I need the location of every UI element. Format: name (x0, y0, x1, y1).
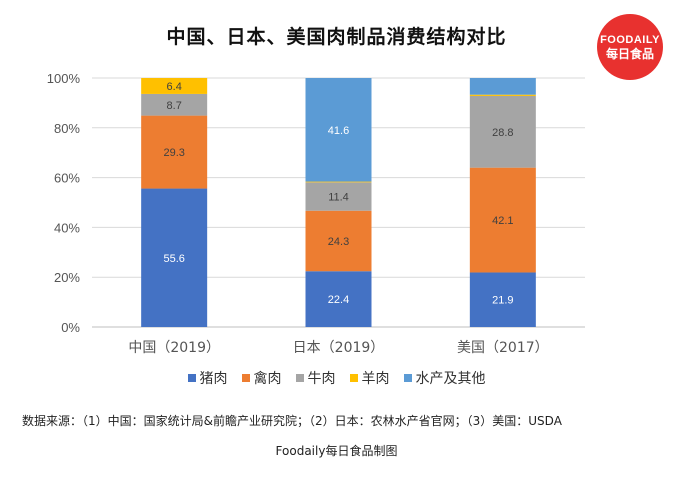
chart-legend: 猪肉 禽肉 牛肉 羊肉 水产及其他 (0, 368, 673, 388)
bar-segment (141, 115, 208, 189)
logo-text-en: FOODAILY (600, 33, 660, 46)
stacked-bar-chart: 0% 20% 40% 60% 80% 100% 55.6 29.3 8.7 6.4 中国（2019）… (47, 71, 585, 356)
y-tick-label: 80% (54, 121, 80, 136)
bar-segment (141, 93, 208, 116)
bar-segment (469, 95, 536, 168)
legend-swatch (187, 374, 196, 382)
x-tick-label: 中国（2019） (128, 340, 220, 356)
bar-segment (305, 78, 372, 182)
bar-segment (305, 271, 372, 327)
legend-item: 牛肉 (295, 368, 336, 388)
bar-segment (469, 78, 536, 95)
legend-swatch (403, 374, 412, 382)
y-tick-label: 20% (54, 270, 80, 285)
x-tick-label: 美国（2017） (457, 340, 549, 356)
footer-credit: Foodaily每日食品制图 (275, 444, 398, 458)
bar-segment (305, 181, 372, 183)
legend-item: 水产及其他 (403, 368, 486, 388)
bar-segment (141, 78, 208, 94)
bar-segment (141, 188, 208, 327)
legend-swatch (241, 374, 250, 382)
x-tick-label: 日本（2019） (293, 340, 385, 356)
data-label: 24.3 (328, 236, 349, 248)
legend-swatch (295, 374, 304, 382)
data-label: 21.9 (492, 295, 513, 307)
legend-item: 羊肉 (349, 368, 390, 388)
data-label: 28.8 (492, 127, 513, 139)
legend-swatch (349, 374, 358, 382)
foodaily-logo: FOODAILY 每日食品 (597, 14, 663, 80)
data-label: 55.6 (163, 253, 184, 265)
bar-segment (305, 210, 372, 272)
data-label: 6.4 (167, 81, 182, 93)
legend-label: 猪肉 (199, 371, 228, 387)
data-label: 22.4 (328, 294, 349, 306)
bar-segment (469, 94, 536, 96)
y-tick-label: 60% (54, 171, 80, 186)
legend-item: 猪肉 (187, 368, 228, 388)
bar-segment (469, 167, 536, 273)
chart-title: 中国、日本、美国肉制品消费结构对比 (166, 26, 507, 48)
data-label: 8.7 (167, 100, 182, 112)
data-label: 41.6 (328, 125, 349, 137)
legend-label: 牛肉 (307, 371, 336, 387)
legend-label: 禽肉 (253, 371, 282, 387)
data-source-note: 数据来源：（1）中国：国家统计局&前瞻产业研究院；（2）日本：农林水产省官网；（… (22, 414, 562, 428)
legend-item: 禽肉 (241, 368, 282, 388)
bar-segment (469, 272, 536, 327)
data-label: 11.4 (328, 192, 349, 204)
bar-segment (305, 182, 372, 211)
data-label: 42.1 (492, 215, 513, 227)
logo-text-cn: 每日食品 (605, 46, 654, 61)
y-tick-label: 100% (47, 71, 81, 86)
y-tick-label: 0% (61, 320, 80, 335)
legend-label: 水产及其他 (415, 371, 486, 387)
data-label: 29.3 (163, 147, 184, 159)
y-tick-label: 40% (54, 220, 80, 235)
legend-label: 羊肉 (361, 371, 390, 387)
